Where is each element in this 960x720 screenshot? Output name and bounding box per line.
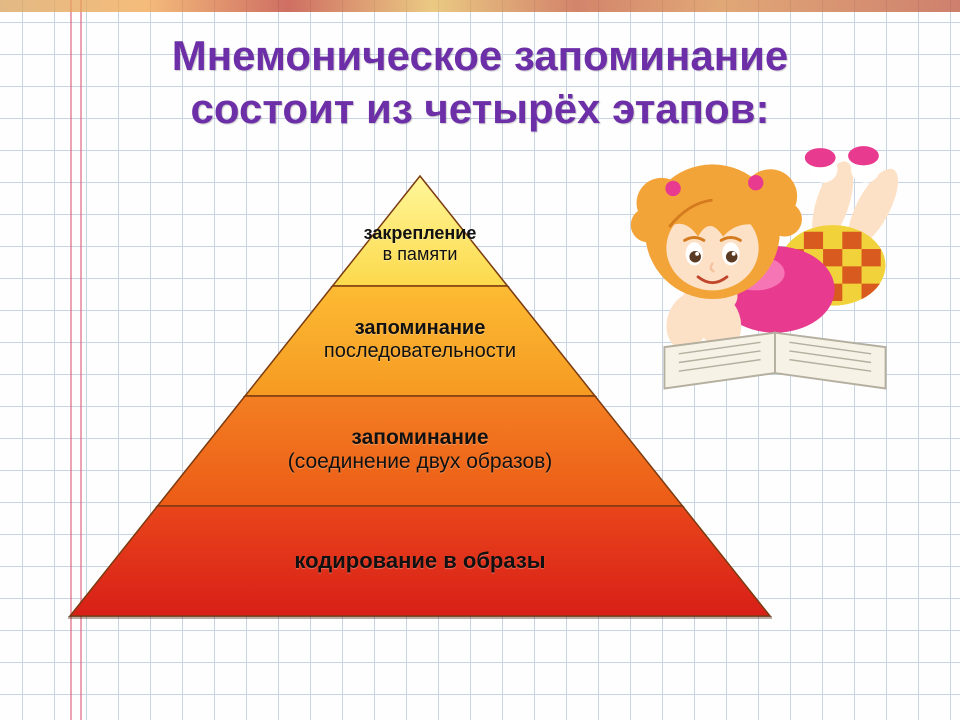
hair-tie (748, 175, 763, 190)
layer-label-main: запоминание (70, 426, 770, 450)
pyramid-layer-label-3: кодирование в образы (70, 548, 770, 574)
girl-reading-illustration (630, 150, 920, 400)
layer-label-main: кодирование в образы (70, 548, 770, 574)
girl-svg (630, 150, 920, 400)
shoe (805, 148, 836, 167)
pyramid-layer-label-2: запоминание(соединение двух образов) (70, 426, 770, 474)
shoe (848, 146, 879, 165)
title-line-2: состоит из четырёх этапов: (191, 85, 770, 132)
hair-tie (665, 181, 680, 196)
layer-label-sub: (соединение двух образов) (70, 450, 770, 474)
page-title: Мнемоническое запоминание состоит из чет… (0, 30, 960, 135)
title-line-1: Мнемоническое запоминание (172, 32, 789, 79)
decorative-top-strip (0, 0, 960, 12)
